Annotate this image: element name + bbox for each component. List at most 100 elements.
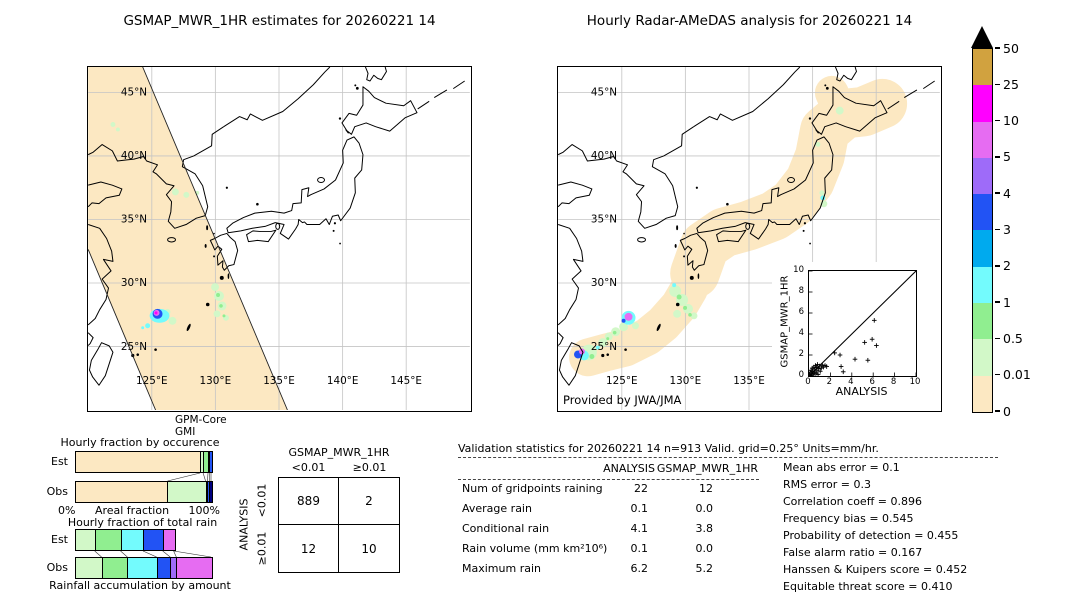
validation-score: Frequency bias = 0.545 <box>783 512 914 525</box>
colorbar-segment <box>973 194 992 231</box>
scatter-plot-area <box>807 270 917 378</box>
validation-row: Num of gridpoints raining 22 12 <box>462 482 713 495</box>
bar-segment <box>201 452 205 472</box>
bar-segment <box>177 558 212 578</box>
scatter-xtick: 2 <box>826 377 833 387</box>
colorbar-tick: 0.5 <box>995 331 1023 346</box>
contingency-col-label: ≥0.01 <box>352 461 387 474</box>
totalrain-connectors <box>94 551 212 557</box>
colorbar-tick: 10 <box>995 113 1019 128</box>
colorbar-segment <box>973 49 992 86</box>
bar-segment <box>76 558 103 578</box>
divider <box>458 479 759 480</box>
contingency-col-label: <0.01 <box>291 461 326 474</box>
bar-segment <box>206 482 209 502</box>
colorbar-segment <box>973 339 992 376</box>
bar-segment <box>210 482 212 502</box>
bar-segment <box>204 452 209 472</box>
colorbar-tick: 25 <box>995 77 1019 92</box>
validation-scores: Mean abs error = 0.1 RMS error = 0.3 Corre… <box>783 461 1073 597</box>
swath-boundary <box>87 66 288 411</box>
occurrence-chart-title: Hourly fraction by occurence <box>60 436 220 449</box>
validation-row: Rain volume (mm km²10⁶) 0.1 0.0 <box>462 542 713 555</box>
totalrain-est-bar <box>75 529 176 551</box>
colorbar-segment <box>973 230 992 267</box>
scatter-points <box>807 270 917 378</box>
lat-label: 40°N <box>591 150 617 162</box>
contingency-table: 889 2 12 10 <box>278 477 400 573</box>
validation-score: RMS error = 0.3 <box>783 478 871 491</box>
scatter-xtick: 8 <box>890 377 897 387</box>
lat-label: 25°N <box>591 341 617 353</box>
lat-label: 45°N <box>591 87 617 99</box>
lat-label: 35°N <box>591 214 617 226</box>
contingency-cell-hits: 10 <box>361 541 377 556</box>
identity-line <box>808 270 917 377</box>
bar-segment <box>157 558 172 578</box>
colorbar-overflow-arrow <box>971 26 993 48</box>
totalrain-est-label: Est <box>51 533 68 546</box>
lon-label: 135°E <box>263 375 295 387</box>
col-header-gsmap: GSMAP_MWR_1HR <box>656 462 758 475</box>
colorbar-segment <box>973 157 992 195</box>
divider <box>458 457 998 458</box>
axis-max-label: 100% <box>188 504 220 517</box>
map-labels: 45°N 40°N 35°N 30°N 25°N 125°E 130°E 135… <box>121 87 422 387</box>
scatter-ytick: 0 <box>798 370 804 380</box>
lat-label: 40°N <box>121 150 147 162</box>
contingency-cell-miss: 12 <box>279 525 339 572</box>
bar-segment <box>121 530 144 550</box>
scatter-xaxis-label: ANALYSIS <box>835 385 888 398</box>
right-map-title: Hourly Radar-AMeDAS analysis for 2026022… <box>586 13 913 29</box>
lat-label: 35°N <box>121 214 147 226</box>
left-map-title: GSMAP_MWR_1HR estimates for 20260221 14 <box>123 13 436 29</box>
contingency-cell-false: 2 <box>339 478 399 525</box>
bar-segment <box>210 452 212 472</box>
satellite-swath <box>88 67 288 410</box>
scatter-ytick: 6 <box>798 307 804 317</box>
bar-segment <box>76 482 169 502</box>
axis-title: Areal fraction <box>94 504 170 517</box>
colorbar <box>972 48 993 413</box>
colorbar-segment <box>973 303 992 340</box>
bar-segment <box>208 482 211 502</box>
bar-segment <box>76 530 96 550</box>
bar-segment <box>95 530 122 550</box>
scatter-xtick: 4 <box>848 377 854 387</box>
satellite-name: GPM-Core <box>175 414 227 426</box>
totalrain-chart-title: Hourly fraction of total rain <box>67 516 218 529</box>
occurrence-connectors <box>167 473 212 481</box>
scatter-xtick: 0 <box>805 377 811 387</box>
colorbar-tick: 5 <box>995 149 1011 164</box>
scatter-ytick: 8 <box>798 286 804 296</box>
colorbar-segment <box>973 375 992 412</box>
occurrence-est-label: Est <box>51 455 68 468</box>
colorbar-segment <box>973 85 992 122</box>
bar-segment <box>208 452 211 472</box>
colorbar-tick-labels: 50 25 10 5 4 3 2 1 0.5 0.01 0 <box>995 41 1055 419</box>
radar-map-canvas: 45°N 40°N 35°N 30°N 25°N 125°E 130°E 135… <box>557 66 941 411</box>
scatter-inset: ANALYSIS GSMAP_MWR_1HR 0 0 2 2 4 4 6 6 8 8 10 10 <box>772 262 940 410</box>
sensor-name: GMI <box>175 426 196 438</box>
bar-segment <box>102 558 129 578</box>
colorbar-tick: 4 <box>995 186 1011 201</box>
lon-label: 125°E <box>606 375 638 387</box>
validation-column-headers: ANALYSIS GSMAP_MWR_1HR <box>458 462 803 478</box>
occurrence-obs-bar <box>75 481 213 503</box>
bar-segment <box>76 452 202 472</box>
rain-cells <box>574 106 844 361</box>
col-header-analysis: ANALYSIS <box>603 462 655 475</box>
bar-segment <box>168 482 207 502</box>
colorbar-tick: 1 <box>995 295 1011 310</box>
gsmap-estimate-map: 45°N 40°N 35°N 30°N 25°N 125°E 130°E 135… <box>87 66 472 412</box>
colorbar-tick: 50 <box>995 41 1019 56</box>
lon-label: 125°E <box>136 375 168 387</box>
occurrence-est-bar <box>75 451 213 473</box>
lat-label: 25°N <box>121 341 147 353</box>
scatter-ytick: 4 <box>798 328 804 338</box>
lon-label: 135°E <box>733 375 765 387</box>
lat-label: 45°N <box>121 87 147 99</box>
axis-min-label: 0% <box>58 504 76 517</box>
colorbar-tick: 3 <box>995 222 1011 237</box>
validation-row: Maximum rain 6.2 5.2 <box>462 562 713 575</box>
